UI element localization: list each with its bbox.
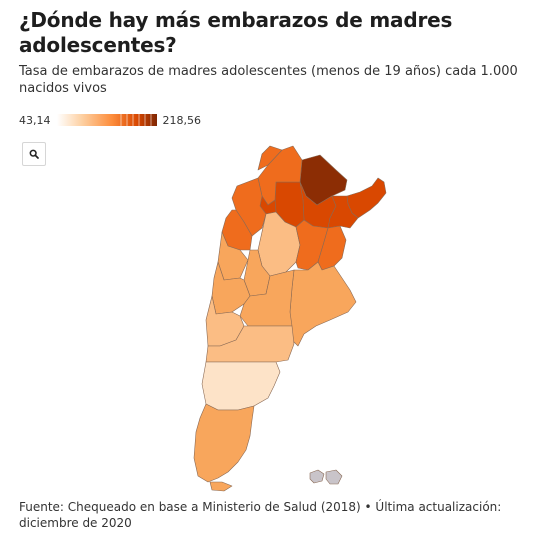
color-legend: 43,14 218,56 — [19, 112, 201, 128]
malvinas-islands — [309, 469, 325, 484]
chart-title: ¿Dónde hay más embarazos de madres adole… — [19, 8, 453, 57]
legend-max-label: 218,56 — [162, 113, 202, 127]
province-chubut[interactable] — [201, 361, 281, 411]
province-corrientes[interactable] — [327, 195, 359, 229]
province-misiones[interactable] — [346, 177, 387, 219]
province-santa-cruz[interactable] — [193, 403, 255, 483]
source-note: Fuente: Chequeado en base a Ministerio d… — [19, 500, 502, 530]
province-jujuy[interactable] — [257, 145, 283, 171]
province-catamarca[interactable] — [231, 177, 267, 237]
search-icon — [29, 149, 39, 159]
legend-min-label: 43,14 — [19, 113, 51, 127]
province-tierra-del-fuego[interactable] — [209, 481, 233, 492]
province-cordoba[interactable] — [257, 211, 301, 277]
zoom-search-button[interactable] — [22, 142, 46, 166]
province-buenos-aires[interactable] — [289, 261, 357, 347]
chart-subtitle: Tasa de embarazos de madres adolescentes… — [19, 64, 518, 96]
legend-gradient-bar — [56, 114, 157, 126]
province-la-rioja[interactable] — [221, 209, 253, 251]
malvinas-islands-east — [325, 469, 343, 485]
